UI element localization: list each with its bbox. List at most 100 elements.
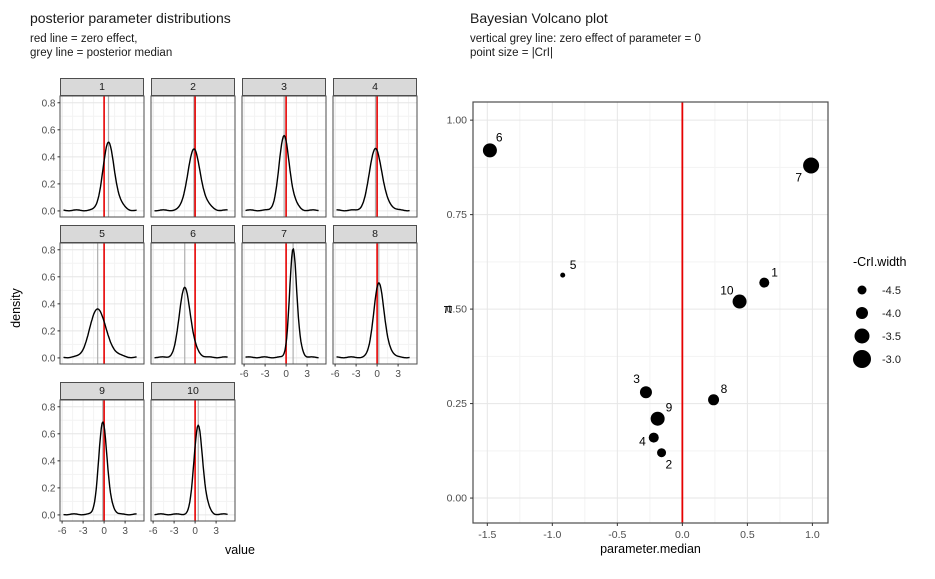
facet-panel-2 [150, 95, 236, 218]
y-tick-label: 0.2 [42, 326, 56, 337]
x-tick-label: -1.5 [478, 529, 496, 541]
legend-label--3.0: -3.0 [882, 354, 901, 366]
facet-panel-6 [150, 242, 236, 365]
y-tick-label: 0.8 [42, 98, 56, 109]
facet-panel-7: -6 -3 0 3 [240, 242, 327, 380]
volcano-point-3 [639, 386, 652, 399]
y-tick-label: 0.8 [42, 402, 56, 413]
y-tick-label: 0.50 [447, 304, 468, 316]
facet-strip-1: 1 [60, 78, 144, 96]
right-y-axis-title: π [444, 301, 453, 316]
volcano-point-6 [482, 143, 497, 158]
facet-strip-5: 5 [60, 225, 144, 243]
density-curve-7 [245, 248, 319, 359]
volcano-point-label-10: 10 [720, 284, 734, 298]
y-tick-label: 0.4 [42, 299, 56, 310]
volcano-point-label-4: 4 [639, 435, 646, 449]
facet-strip-9: 9 [60, 382, 144, 400]
y-tick-label: 0.00 [447, 493, 468, 505]
x-tick-label: -3 [79, 526, 88, 537]
right-plot-subtitle: vertical grey line: zero effect of param… [470, 32, 701, 60]
left-plot-subtitle-line2: grey line = posterior median [30, 47, 173, 59]
y-tick-label: 0.4 [42, 152, 56, 163]
facet-strip-10: 10 [151, 382, 235, 400]
density-curve-1 [63, 141, 137, 212]
density-curve-4 [336, 147, 410, 212]
y-tick-label: 0.0 [42, 206, 56, 217]
left-plot-subtitle: red line = zero effect, grey line = post… [30, 32, 172, 60]
x-tick-label: 0.0 [675, 529, 690, 541]
x-tick-label: -6 [149, 526, 158, 537]
legend-label--4.5: -4.5 [882, 285, 901, 297]
facet-strip-6: 6 [151, 225, 235, 243]
y-tick-label: 0.8 [42, 245, 56, 256]
legend-label--3.5: -3.5 [882, 331, 901, 343]
x-tick-label: 3 [304, 369, 310, 380]
density-curve-2 [154, 148, 228, 212]
legend-key--3.5 [854, 328, 870, 344]
volcano-point-9 [650, 411, 665, 426]
volcano-point-label-9: 9 [666, 401, 673, 415]
facet-strip-2: 2 [151, 78, 235, 96]
volcano-point-label-2: 2 [666, 458, 673, 472]
x-tick-label: -6 [58, 526, 67, 537]
y-tick-label: 0.2 [42, 483, 56, 494]
facet-panel-5: 0.0 0.2 0.4 0.6 0.8 [42, 242, 145, 365]
x-tick-label: -3 [352, 369, 361, 380]
x-tick-label: 0 [283, 369, 289, 380]
volcano-point-8 [708, 394, 720, 406]
legend-key--4.0 [856, 307, 868, 319]
volcano-point-label-6: 6 [496, 130, 503, 144]
y-tick-label: 0.75 [447, 209, 468, 221]
facet-panel-4 [332, 95, 418, 218]
facet-panel-3 [241, 95, 327, 218]
y-tick-label: 0.0 [42, 510, 56, 521]
left-plot-title: posterior parameter distributions [30, 10, 231, 26]
volcano-point-label-5: 5 [570, 258, 577, 272]
facet-strip-3: 3 [242, 78, 326, 96]
x-tick-label: 3 [395, 369, 401, 380]
legend-key--3.0 [853, 350, 871, 368]
facet-strip-7: 7 [242, 225, 326, 243]
density-curve-3 [245, 134, 319, 212]
x-tick-label: 0 [374, 369, 380, 380]
left-plot-subtitle-line1: red line = zero effect, [30, 33, 138, 45]
x-tick-label: 0 [192, 526, 198, 537]
facet-panel-10: -6 -3 0 3 [149, 399, 236, 537]
right-plot-subtitle-line1: vertical grey line: zero effect of param… [470, 33, 701, 45]
volcano-point-1 [759, 277, 770, 288]
y-tick-label: 0.4 [42, 456, 56, 467]
left-y-axis-title: density [9, 288, 23, 328]
legend-label--4.0: -4.0 [882, 308, 901, 320]
facet-strip-4: 4 [333, 78, 417, 96]
y-tick-label: 0.6 [42, 272, 56, 283]
right-x-axis-title: parameter.median [600, 542, 701, 556]
facet-panel-1: 0.0 0.2 0.4 0.6 0.8 [42, 95, 145, 218]
x-tick-label: -6 [331, 369, 340, 380]
facet-panel-8: -6 -3 0 3 [331, 242, 418, 380]
legend-title: -CrI.width [853, 255, 907, 269]
volcano-point-label-8: 8 [721, 382, 728, 396]
density-curve-8 [336, 282, 410, 359]
facet-panel-9: 0.0 0.2 0.4 0.6 0.8 -6 -3 0 3 [42, 399, 145, 537]
x-tick-label: -1.0 [543, 529, 561, 541]
right-plot-title: Bayesian Volcano plot [470, 10, 608, 26]
density-curve-5 [63, 308, 137, 359]
volcano-point-label-3: 3 [633, 372, 640, 386]
x-tick-label: 3 [213, 526, 219, 537]
x-tick-label: 1.0 [805, 529, 820, 541]
density-curve-9 [63, 421, 137, 516]
density-curve-10 [154, 424, 228, 516]
x-tick-label: -3 [261, 369, 270, 380]
volcano-point-label-7: 7 [795, 170, 802, 184]
x-tick-label: 3 [122, 526, 128, 537]
volcano-point-7 [803, 157, 820, 174]
y-tick-label: 1.00 [447, 115, 468, 127]
volcano-point-10 [732, 294, 747, 309]
right-plot-subtitle-line2: point size = |CrI| [470, 47, 553, 59]
x-tick-label: -6 [240, 369, 249, 380]
y-tick-label: 0.25 [447, 398, 468, 410]
volcano-point-4 [648, 432, 659, 443]
legend-key--4.5 [857, 285, 867, 295]
